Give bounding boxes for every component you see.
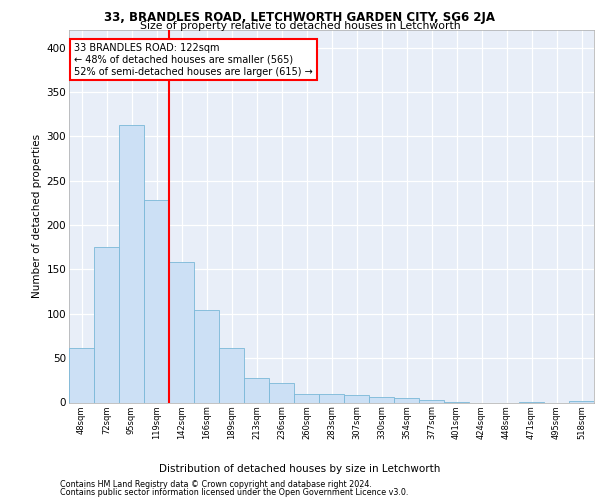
Text: Size of property relative to detached houses in Letchworth: Size of property relative to detached ho… <box>140 21 460 31</box>
Text: Distribution of detached houses by size in Letchworth: Distribution of detached houses by size … <box>160 464 440 474</box>
Bar <box>569 400 594 402</box>
Bar <box>219 348 244 403</box>
Bar <box>269 383 294 402</box>
Text: 33, BRANDLES ROAD, LETCHWORTH GARDEN CITY, SG6 2JA: 33, BRANDLES ROAD, LETCHWORTH GARDEN CIT… <box>104 11 496 24</box>
Bar <box>94 248 119 402</box>
Bar <box>144 200 169 402</box>
Text: Contains HM Land Registry data © Crown copyright and database right 2024.: Contains HM Land Registry data © Crown c… <box>60 480 372 489</box>
Bar <box>394 398 419 402</box>
Bar <box>244 378 269 402</box>
Bar <box>169 262 194 402</box>
Bar <box>369 397 394 402</box>
Bar <box>194 310 219 402</box>
Bar <box>294 394 319 402</box>
Bar <box>69 348 94 403</box>
Text: Contains public sector information licensed under the Open Government Licence v3: Contains public sector information licen… <box>60 488 409 497</box>
Bar <box>119 125 144 402</box>
Bar <box>319 394 344 402</box>
Bar <box>419 400 444 402</box>
Y-axis label: Number of detached properties: Number of detached properties <box>32 134 43 298</box>
Bar <box>344 396 369 402</box>
Text: 33 BRANDLES ROAD: 122sqm
← 48% of detached houses are smaller (565)
52% of semi-: 33 BRANDLES ROAD: 122sqm ← 48% of detach… <box>74 44 313 76</box>
